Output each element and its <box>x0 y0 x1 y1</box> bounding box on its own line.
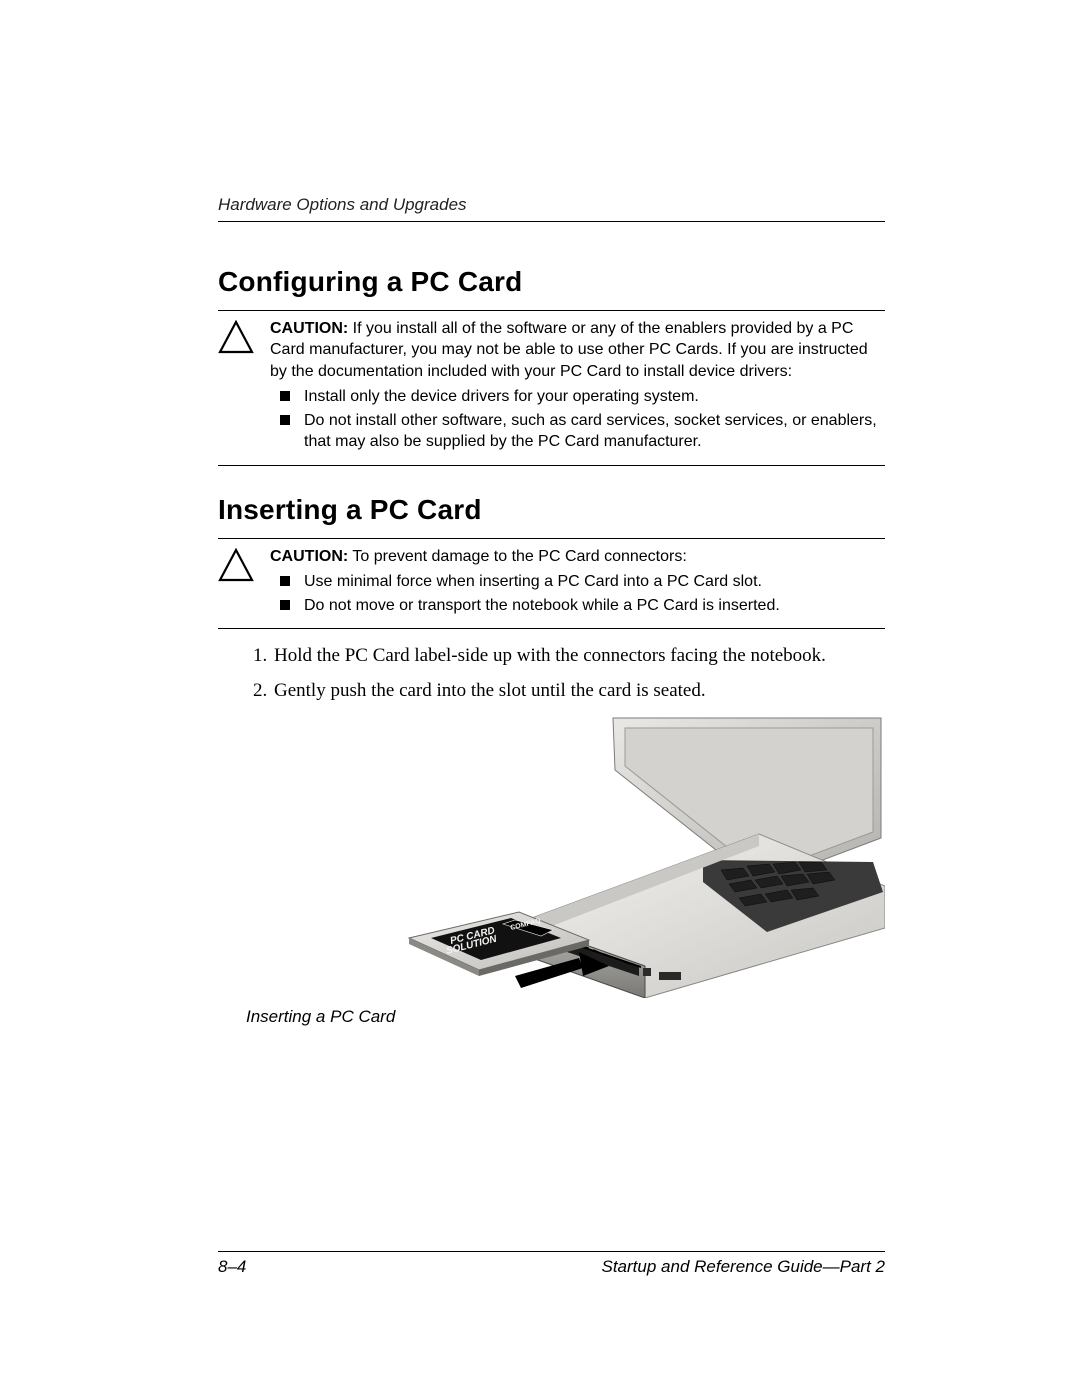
caution-intro-text: If you install all of the software or an… <box>270 320 868 380</box>
caution-label: CAUTION: <box>270 548 348 565</box>
document-page: Hardware Options and Upgrades Configurin… <box>0 0 1080 1397</box>
laptop-pc-card-illustration: COMPAQ PC CARD SOLUTION <box>403 714 885 998</box>
caution-bullets: Use minimal force when inserting a PC Ca… <box>270 571 885 617</box>
caution-bullet: Use minimal force when inserting a PC Ca… <box>270 571 885 592</box>
caution-body: CAUTION: To prevent damage to the PC Car… <box>270 546 885 620</box>
step-item: Hold the PC Card label-side up with the … <box>272 643 885 668</box>
footer-page-number: 8–4 <box>218 1257 246 1277</box>
caution-label: CAUTION: <box>270 320 348 337</box>
running-head: Hardware Options and Upgrades <box>218 195 885 222</box>
caution-body: CAUTION: If you install all of the softw… <box>270 318 885 456</box>
footer-doc-title: Startup and Reference Guide—Part 2 <box>602 1257 886 1277</box>
caution-bullet: Do not move or transport the notebook wh… <box>270 595 885 616</box>
figure-caption: Inserting a PC Card <box>246 1007 885 1027</box>
caution-bullet: Do not install other software, such as c… <box>270 410 885 453</box>
step-item: Gently push the card into the slot until… <box>272 678 885 703</box>
caution-box-configuring: CAUTION: If you install all of the softw… <box>218 310 885 466</box>
caution-triangle-icon <box>218 546 270 620</box>
heading-configuring: Configuring a PC Card <box>218 266 885 298</box>
caution-bullets: Install only the device drivers for your… <box>270 386 885 453</box>
caution-bullet: Install only the device drivers for your… <box>270 386 885 407</box>
caution-intro-text: To prevent damage to the PC Card connect… <box>352 548 686 565</box>
caution-intro: CAUTION: To prevent damage to the PC Car… <box>270 546 885 567</box>
insertion-steps: Hold the PC Card label-side up with the … <box>246 643 885 703</box>
heading-inserting: Inserting a PC Card <box>218 494 885 526</box>
figure-inserting-pc-card: COMPAQ PC CARD SOLUTION <box>246 714 885 1002</box>
caution-triangle-icon <box>218 318 270 456</box>
caution-intro: CAUTION: If you install all of the softw… <box>270 318 885 382</box>
caution-box-inserting: CAUTION: To prevent damage to the PC Car… <box>218 538 885 630</box>
page-footer: 8–4 Startup and Reference Guide—Part 2 <box>218 1251 885 1277</box>
